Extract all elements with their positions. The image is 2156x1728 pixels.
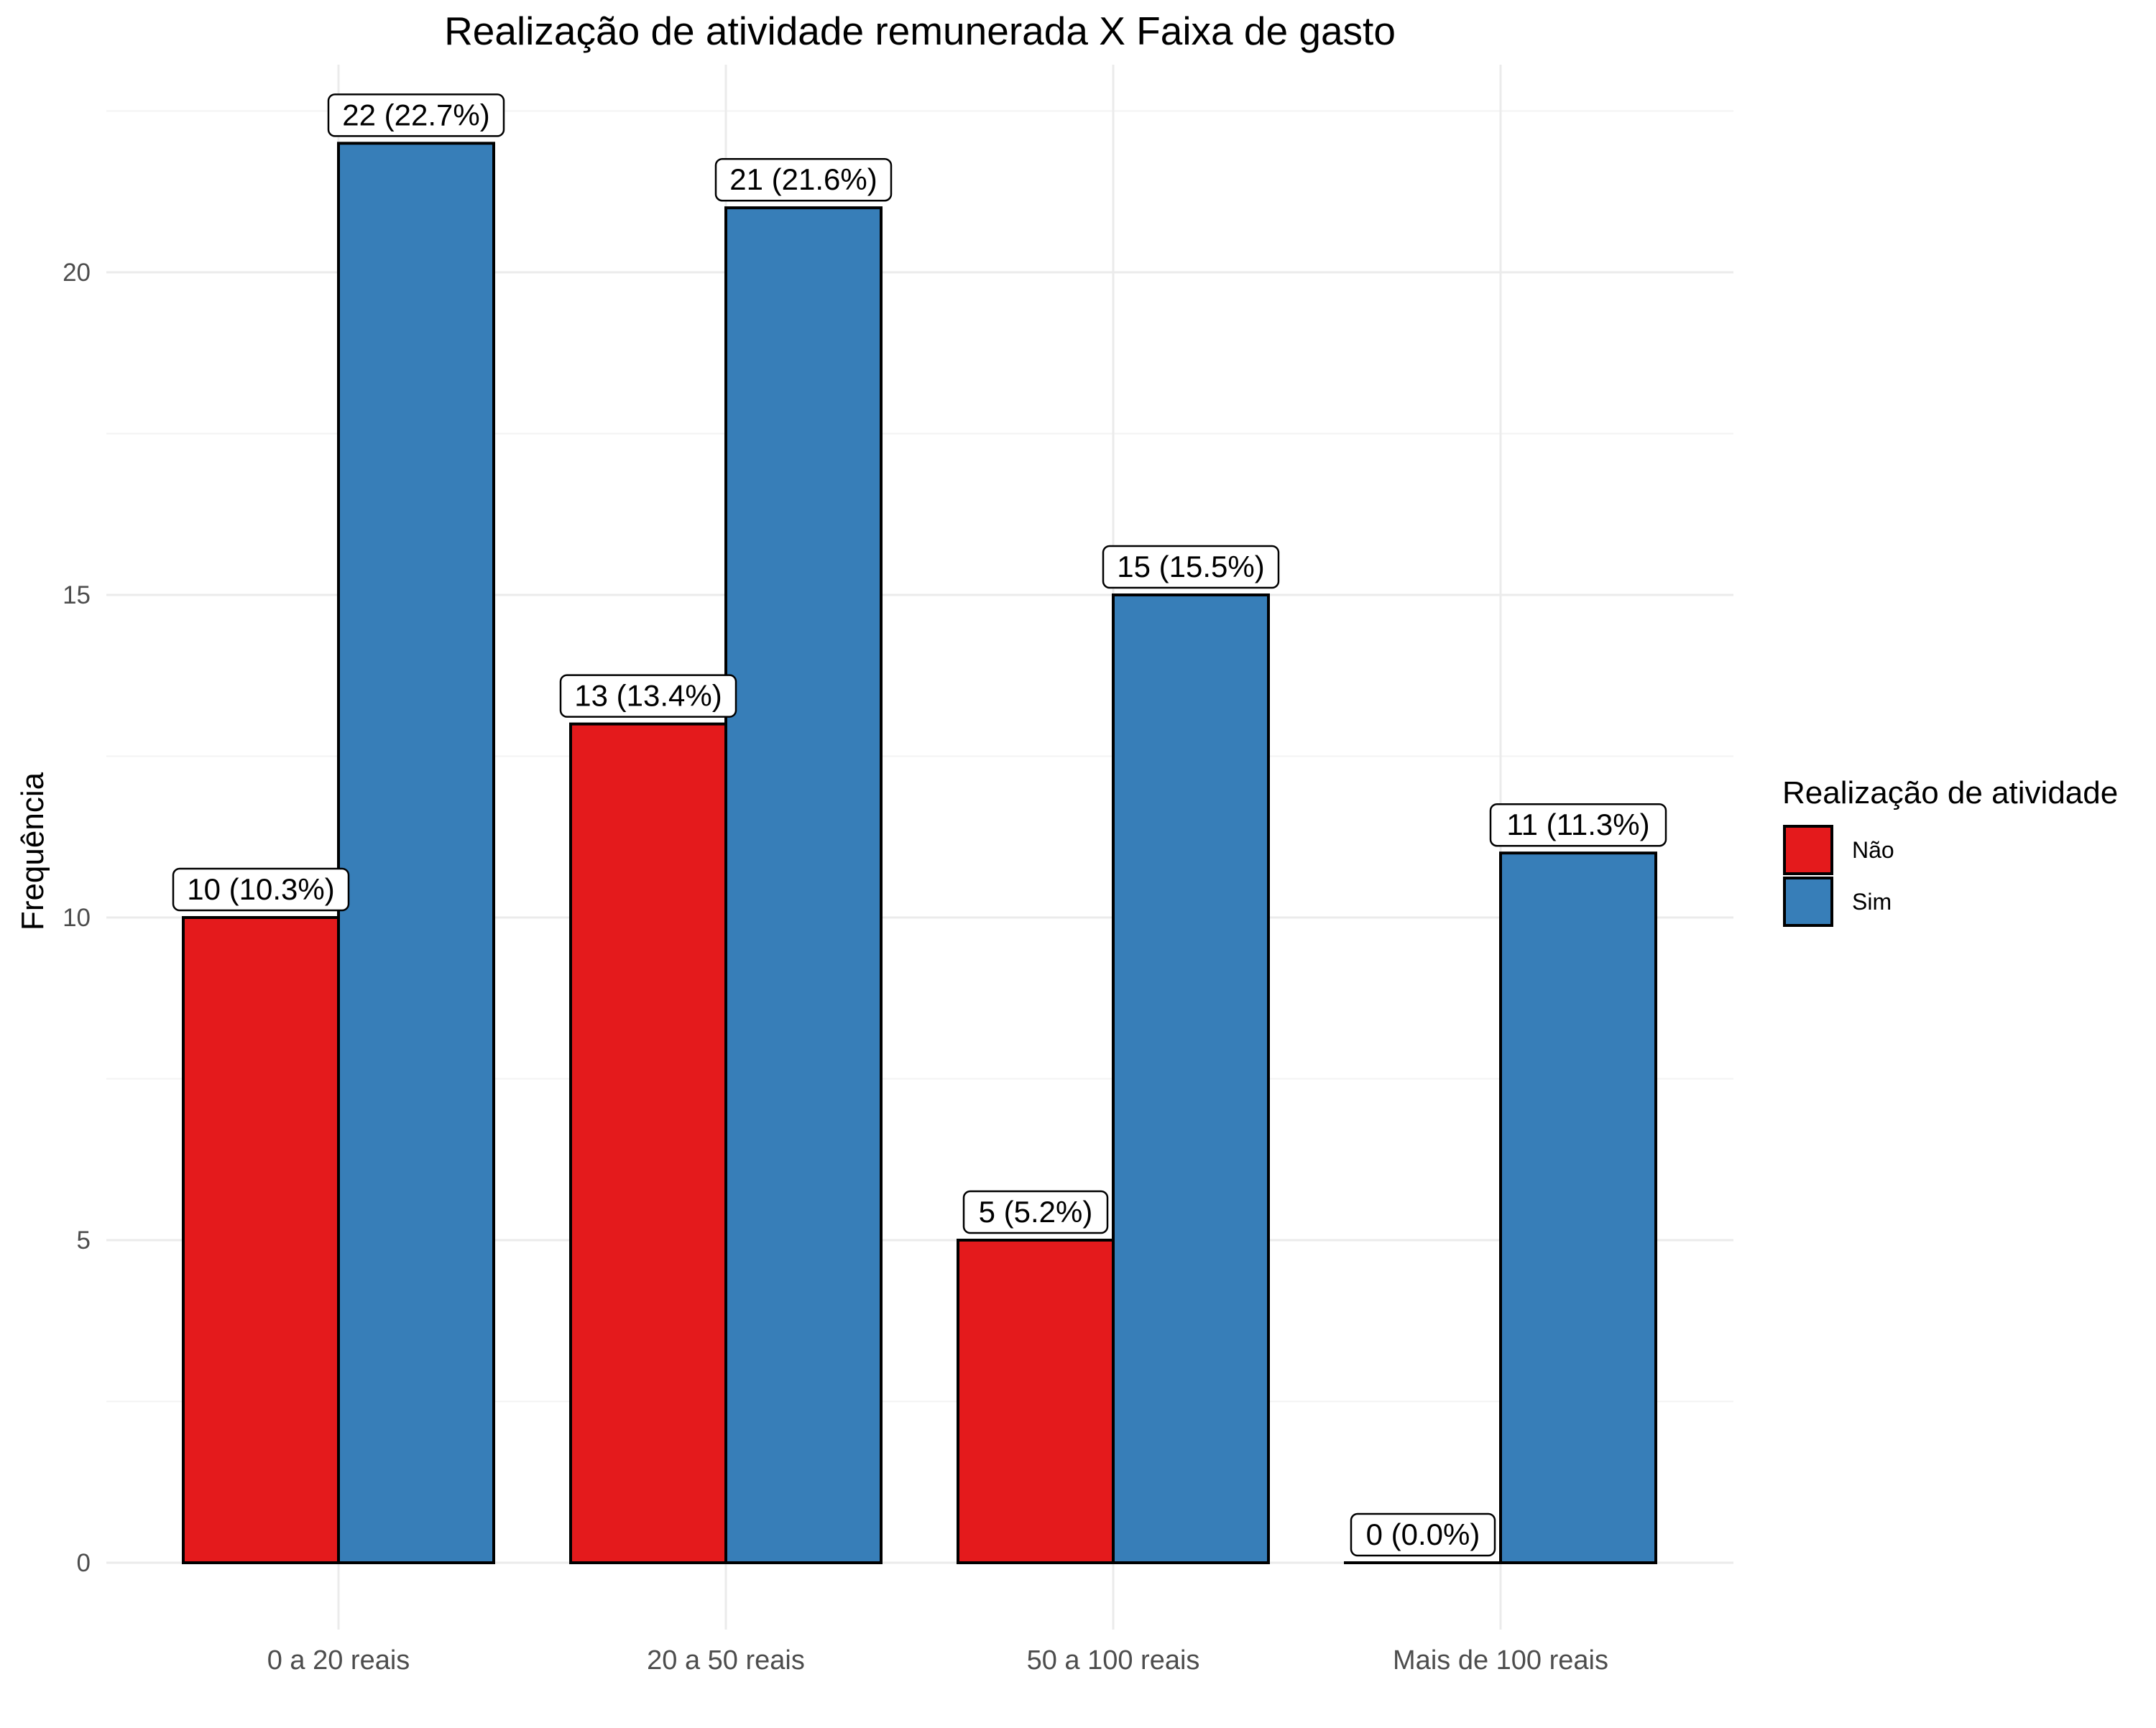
data-label-text: 22 (22.7%) [342, 98, 489, 131]
data-label: 10 (10.3%) [173, 869, 349, 910]
data-label: 13 (13.4%) [561, 675, 736, 717]
data-label-text: 13 (13.4%) [574, 679, 722, 713]
data-label: 15 (15.5%) [1103, 546, 1279, 588]
legend-items: Não Sim [1784, 826, 1894, 925]
x-tick-label: 50 a 100 reais [1027, 1645, 1200, 1676]
y-axis-title: Frequência [15, 772, 50, 930]
bar-não-1 [183, 918, 338, 1563]
x-tick-label: Mais de 100 reais [1393, 1645, 1608, 1676]
data-label-text: 5 (5.2%) [979, 1195, 1093, 1229]
y-tick-labels: 0 5 10 15 20 [63, 259, 91, 1577]
data-label-text: 0 (0.0%) [1366, 1517, 1480, 1551]
bars [183, 143, 1656, 1563]
data-label: 5 (5.2%) [964, 1191, 1107, 1233]
legend-label: Sim [1852, 889, 1892, 915]
x-tick-labels: 0 a 20 reais 20 a 50 reais 50 a 100 reais M… [267, 1645, 1608, 1676]
data-label-text: 21 (21.6%) [729, 162, 877, 196]
data-label: 22 (22.7%) [328, 94, 504, 136]
y-tick-label: 20 [63, 259, 91, 287]
legend-label: Não [1852, 837, 1894, 863]
bar-não-2 [571, 724, 726, 1563]
chart-title: Realização de atividade remunerada X Fai… [444, 9, 1396, 53]
y-tick-label: 5 [77, 1226, 91, 1255]
data-label-text: 11 (11.3%) [1506, 808, 1649, 841]
x-tick-label: 20 a 50 reais [647, 1645, 805, 1676]
bar-sim-3 [1113, 595, 1268, 1563]
data-label-text: 10 (10.3%) [187, 872, 334, 906]
data-label: 21 (21.6%) [716, 159, 891, 200]
x-tick-label: 0 a 20 reais [267, 1645, 410, 1676]
bar-sim-1 [338, 143, 494, 1563]
bar-sim-2 [726, 208, 881, 1563]
y-tick-label: 10 [63, 904, 91, 932]
legend-key-não [1784, 826, 1832, 874]
data-label: 0 (0.0%) [1351, 1514, 1495, 1556]
data-label-text: 15 (15.5%) [1117, 550, 1264, 583]
legend-key-sim [1784, 878, 1832, 925]
y-tick-label: 0 [77, 1549, 91, 1577]
data-label: 11 (11.3%) [1491, 804, 1666, 846]
y-tick-label: 15 [63, 581, 91, 609]
legend-title: Realização de atividade [1782, 775, 2118, 810]
bar-sim-4 [1501, 853, 1656, 1563]
bar-não-3 [958, 1240, 1113, 1563]
legend: Realização de atividade Não Sim [1782, 775, 2118, 925]
